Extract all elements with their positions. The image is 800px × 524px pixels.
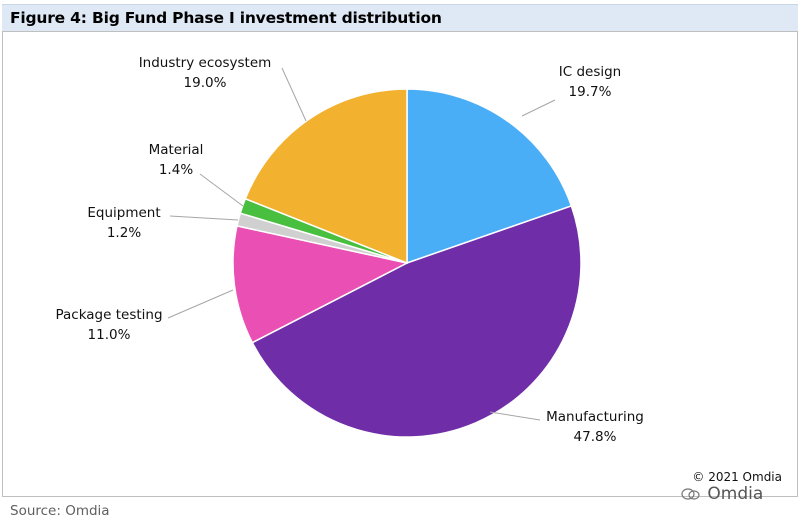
leader-line-package-testing: [167, 289, 234, 319]
watermark-text: Omdia: [707, 484, 764, 504]
leader-line-equipment: [169, 215, 239, 221]
slice-label-manufacturing: Manufacturing: [546, 409, 644, 425]
slice-label-package-testing: Package testing: [55, 307, 162, 323]
slice-value-manufacturing: 47.8%: [574, 429, 617, 445]
leader-line-material: [199, 173, 244, 207]
copyright-text: © 2021 Omdia: [692, 470, 782, 484]
slice-label-ic-design: IC design: [559, 64, 621, 80]
pie-slice-package-testing: [232, 224, 410, 344]
slice-value-ic-design: 19.7%: [569, 84, 612, 100]
slice-value-equipment: 1.2%: [107, 225, 141, 241]
slice-label-equipment: Equipment: [87, 205, 160, 221]
leader-line-industry-ecosystem: [281, 67, 307, 122]
figure-title: Figure 4: Big Fund Phase I investment di…: [10, 9, 442, 27]
slice-value-material: 1.4%: [159, 162, 193, 178]
slice-value-package-testing: 11.0%: [88, 327, 131, 343]
watermark: Omdia: [680, 484, 763, 504]
wechat-icon: [681, 488, 700, 500]
slice-label-industry-ecosystem: Industry ecosystem: [139, 55, 272, 71]
leader-line-ic-design: [521, 99, 556, 117]
pie-slice-manufacturing: [251, 204, 582, 438]
slice-value-industry-ecosystem: 19.0%: [184, 75, 227, 91]
leader-line-manufacturing: [489, 411, 541, 421]
figure-title-bar: Figure 4: Big Fund Phase I investment di…: [2, 4, 798, 31]
pie-slice-industry-ecosystem: [244, 88, 408, 265]
slice-label-material: Material: [149, 142, 204, 158]
source-note: Source: Omdia: [10, 503, 110, 519]
